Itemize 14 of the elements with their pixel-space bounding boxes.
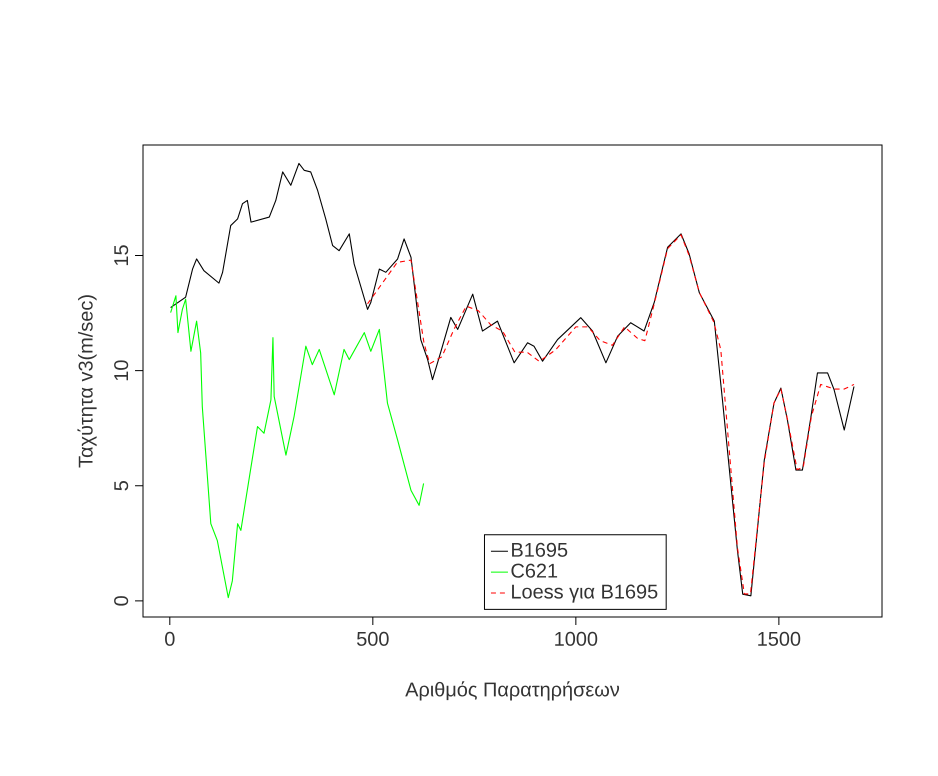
legend-label: C621 xyxy=(511,564,558,578)
x-axis-title: Αριθμός Παρατηρήσεων xyxy=(405,681,620,700)
legend-label: B1695 xyxy=(512,542,568,557)
y-axis-title: Ταχύτητα v3(m/sec) xyxy=(77,295,97,468)
y-tick-label: 5 xyxy=(114,481,128,490)
x-tick-label: 500 xyxy=(357,632,389,646)
y-tick-label: 10 xyxy=(114,360,128,380)
y-tick-label: 15 xyxy=(114,245,128,266)
x-tick-label: 1000 xyxy=(555,632,598,646)
y-tick-label: 0 xyxy=(114,596,128,606)
line-series xyxy=(170,295,424,598)
x-tick-label: 0 xyxy=(165,632,175,646)
legend-label: Loess για B1695 xyxy=(512,584,658,603)
x-tick-label: 1500 xyxy=(758,632,800,646)
